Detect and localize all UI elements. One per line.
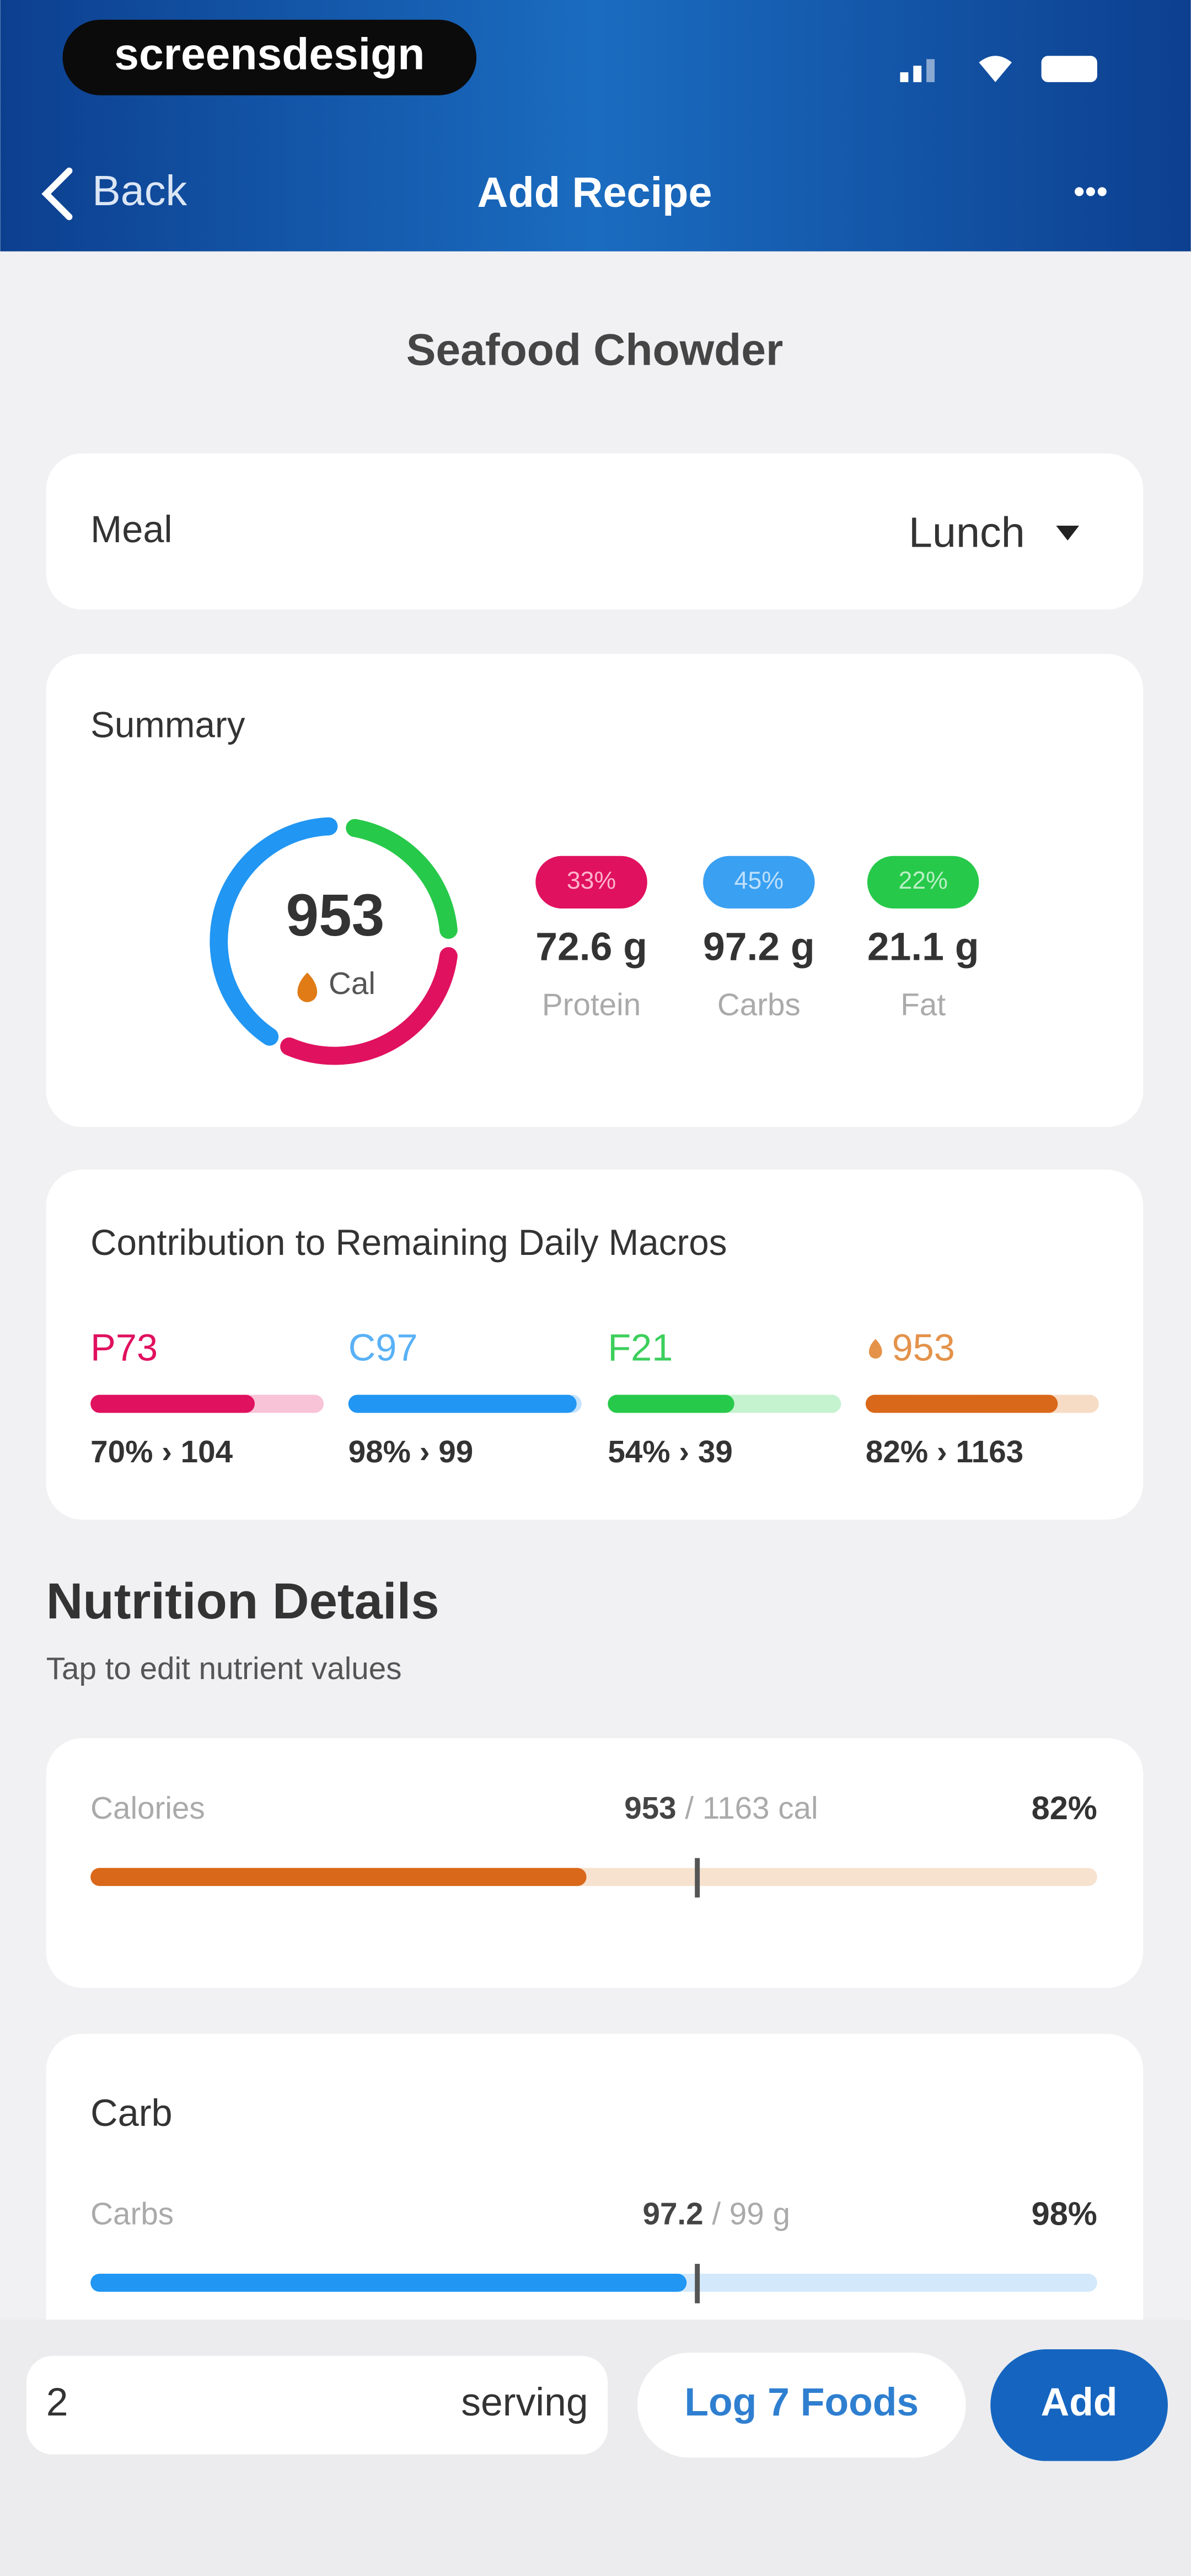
signal	[913, 66, 922, 82]
contribution-detail: 98% › 99	[348, 1434, 473, 1469]
more-button[interactable]: •••	[1074, 173, 1108, 210]
section-title: Nutrition Details	[46, 1572, 439, 1629]
meal-select[interactable]: Lunch	[909, 509, 1025, 556]
progress-fill	[90, 1394, 255, 1413]
macro-pill	[867, 856, 979, 909]
nutrient-amount: 97.2 / 99 g	[643, 2196, 790, 2231]
contribution-detail: 82% › 1163	[866, 1434, 1023, 1469]
nutrient-value: 953	[624, 1791, 676, 1825]
macro-amount: 97.2 g	[703, 924, 815, 969]
macro-name: Fat	[900, 987, 946, 1022]
calories-unit: Cal	[329, 966, 375, 1001]
card-heading: Carb	[90, 2092, 172, 2134]
progress-fill	[348, 1394, 577, 1413]
target-marker	[695, 2264, 700, 2304]
target-marker	[695, 1858, 700, 1898]
back-arrow[interactable]	[41, 167, 73, 221]
contribution-card	[46, 1169, 1144, 1520]
summary-title: Summary	[90, 705, 245, 745]
status-icons	[900, 56, 1097, 82]
nutrient-value: 97.2	[643, 2196, 704, 2231]
macro-amount: 72.6 g	[535, 924, 647, 969]
progress-fill	[608, 1394, 734, 1413]
contribution-detail: 54% › 39	[608, 1434, 732, 1469]
macro-percent: 45%	[734, 867, 784, 894]
brand: screensdesign	[114, 29, 425, 79]
calorie-ring	[210, 817, 458, 1065]
servings-value: 2	[46, 2380, 68, 2424]
contribution-title: Contribution to Remaining Daily Macros	[90, 1222, 727, 1263]
calories-value: 953	[286, 882, 384, 948]
brand-pill	[62, 19, 477, 95]
ring-fat	[346, 819, 458, 939]
contribution-detail: 70% › 104	[90, 1434, 233, 1469]
recipe-name: Seafood Chowder	[406, 325, 784, 375]
meal-label: Meal	[90, 508, 172, 551]
nav-title: Add Recipe	[478, 169, 712, 216]
contribution-label: 953	[892, 1326, 955, 1369]
macro-name: Protein	[542, 987, 641, 1022]
meal-card	[46, 453, 1144, 610]
nutrient-label: Carbs	[90, 2196, 174, 2231]
nutrient-label: Calories	[90, 1791, 205, 1825]
servings-input[interactable]	[26, 2355, 608, 2455]
calories-card[interactable]	[46, 1738, 1144, 1988]
macro-pill	[535, 856, 647, 909]
add-button-label: Add	[1041, 2380, 1118, 2424]
log-button-label: Log 7 Foods	[684, 2380, 919, 2424]
progress-fill	[865, 1394, 1058, 1413]
flame-icon	[297, 972, 318, 1002]
macro-percent: 33%	[567, 867, 616, 894]
flame-icon	[868, 1339, 882, 1359]
macro-percent: 22%	[898, 867, 947, 894]
macro-name: Carbs	[717, 987, 801, 1022]
contribution-label: F21	[608, 1326, 673, 1369]
contribution-label: P73	[90, 1326, 158, 1369]
back-button[interactable]: Back	[92, 167, 187, 215]
ring-protein	[280, 947, 458, 1065]
ring-carbs	[210, 817, 338, 1046]
log-button[interactable]	[637, 2352, 966, 2458]
macro-amount: 21.1 g	[867, 924, 979, 969]
contribution-label: C97	[348, 1326, 418, 1369]
signal	[926, 59, 935, 82]
macro-pill	[703, 856, 815, 909]
progress-fill	[90, 2273, 687, 2292]
section-subtitle: Tap to edit nutrient values	[46, 1651, 402, 1686]
add-button[interactable]	[990, 2349, 1168, 2461]
nutrient-target: / 99 g	[712, 2196, 790, 2231]
nutrient-percent: 82%	[1032, 1789, 1097, 1826]
progress-fill	[90, 1868, 587, 1886]
wifi	[979, 56, 1012, 82]
nutrient-percent: 98%	[1032, 2195, 1097, 2232]
signal	[900, 72, 909, 82]
battery	[1041, 56, 1097, 82]
nutrient-target: / 1163 cal	[685, 1791, 818, 1825]
nutrient-amount: 953 / 1163 cal	[624, 1791, 818, 1825]
dropdown-caret[interactable]	[1056, 526, 1080, 541]
servings-unit: serving	[461, 2380, 588, 2424]
